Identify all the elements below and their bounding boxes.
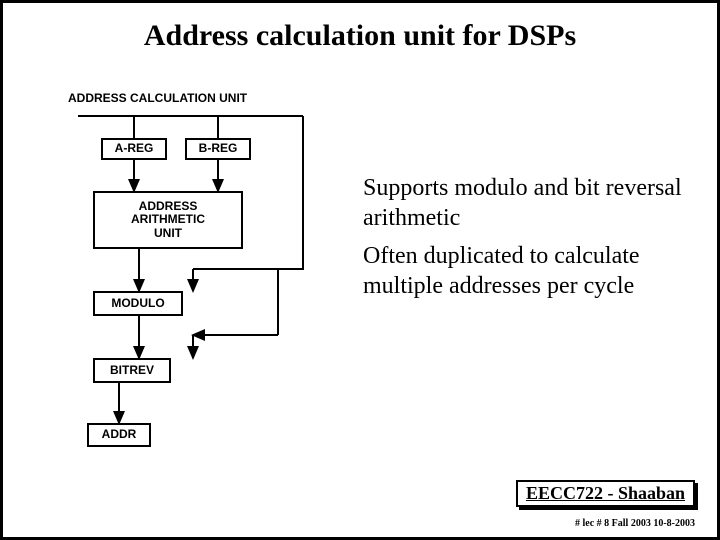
node-breg: B-REG (185, 138, 251, 160)
footer-course-box: EECC722 - Shaaban (516, 480, 695, 507)
body-text: Supports modulo and bit reversal arithme… (363, 173, 683, 309)
footer-meta: # lec # 8 Fall 2003 10-8-2003 (575, 518, 695, 529)
footer-course: EECC722 - Shaaban (526, 483, 685, 503)
node-bitrev: BITREV (93, 358, 171, 383)
page-title: Address calculation unit for DSPs (3, 19, 717, 53)
node-aau: ADDRESSARITHMETICUNIT (93, 191, 243, 249)
body-paragraph: Supports modulo and bit reversal arithme… (363, 173, 683, 233)
node-addr: ADDR (87, 423, 151, 447)
slide: Address calculation unit for DSPs ADDRES… (0, 0, 720, 540)
body-paragraph: Often duplicated to calculate multiple a… (363, 241, 683, 301)
node-modulo: MODULO (93, 291, 183, 316)
node-areg: A-REG (101, 138, 167, 160)
flow-diagram: A-REG B-REG ADDRESSARITHMETICUNIT MODULO BIT… (63, 103, 343, 483)
